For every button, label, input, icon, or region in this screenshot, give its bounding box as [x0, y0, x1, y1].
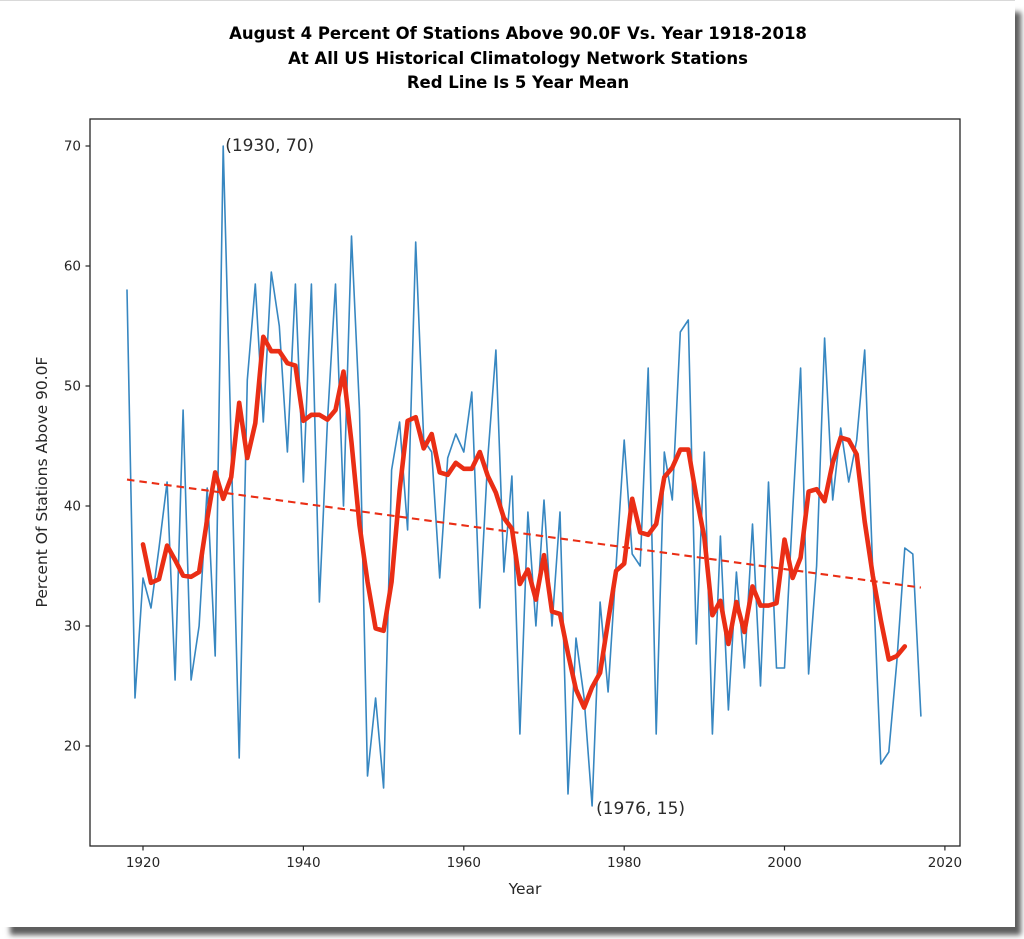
annual-series-line [126, 145, 922, 807]
y-tick-label: 20 [64, 739, 81, 755]
y-tick-label: 60 [64, 259, 81, 275]
y-tick-label: 50 [64, 379, 81, 395]
x-tick-label: 1960 [447, 855, 481, 871]
chart-title-line-3: Red Line Is 5 Year Mean [407, 73, 629, 92]
y-tick-label: 40 [64, 499, 81, 515]
x-tick-label: 1980 [607, 855, 641, 871]
x-tick-label: 2020 [928, 855, 962, 871]
y-tick-label: 30 [64, 619, 81, 635]
x-tick-label: 2000 [767, 855, 801, 871]
plot-border [89, 118, 961, 847]
y-axis-ticks: 20 30 40 50 60 70 [64, 139, 90, 755]
x-tick-label: 1920 [126, 855, 160, 871]
chart-title-line-1: August 4 Percent Of Stations Above 90.0F… [229, 24, 807, 43]
chart-title-line-2: At All US Historical Climatology Network… [288, 49, 748, 68]
chart-canvas: August 4 Percent Of Stations Above 90.0F… [33, 24, 962, 898]
y-axis-label: Percent Of Stations Above 90.0F [33, 356, 51, 607]
matplotlib-figure: August 4 Percent Of Stations Above 90.0F… [0, 0, 1015, 898]
annotation-1976-15: (1976, 15) [596, 799, 685, 819]
x-tick-label: 1940 [286, 855, 320, 871]
y-tick-label: 70 [64, 139, 81, 155]
data-series-layer [126, 145, 922, 807]
five-year-mean-line [140, 334, 908, 710]
annotation-1930-70: (1930, 70) [225, 136, 314, 156]
x-axis-label: Year [508, 880, 542, 898]
x-axis-ticks: 1920 1940 1960 1980 2000 2020 [126, 846, 962, 871]
